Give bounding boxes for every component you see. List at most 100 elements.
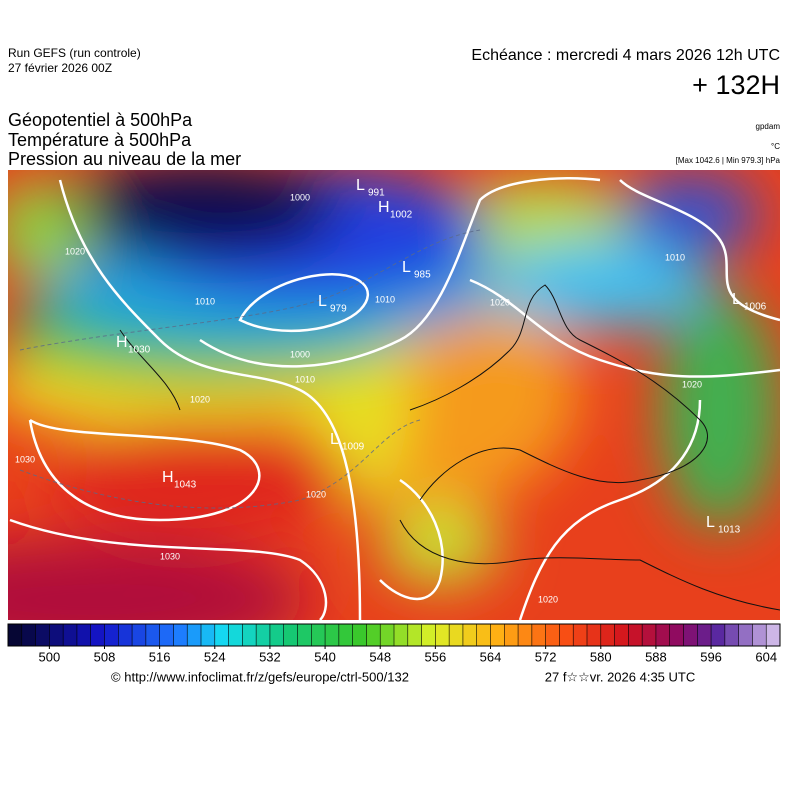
colorbar-label: 556 [425,649,447,664]
colorbar-swatch [600,624,615,646]
colorbar-swatch [256,624,271,646]
colorbar-swatch [325,624,340,646]
center-letter: L [330,431,339,448]
colorbar-swatch [628,624,643,646]
center-value: 991 [368,188,385,199]
colorbar-swatch [269,624,285,646]
colorbar-swatch [614,624,629,646]
isobar-label: 1010 [375,294,395,304]
isobar-labels: 1020 1000 1010 1000 1010 1020 1030 1030 1020 1010… [15,192,702,604]
colorbar-swatch [76,624,92,646]
colorbar-swatch [669,624,684,646]
center-value: 1006 [744,302,767,313]
colorbar-swatch [297,624,312,646]
center-letter: L [356,177,365,194]
isobar-label: 1020 [538,594,558,604]
colorbar-swatch [118,624,133,646]
colorbar-swatch [104,624,119,646]
forecast-time: Echéance : mercredi 4 mars 2026 12h UTC [471,47,780,64]
colorbar-swatch [380,624,395,646]
colorbar-swatch [724,624,739,646]
center-value: 1013 [718,525,741,536]
colorbar-label: 604 [755,649,777,664]
colorbar-swatch [738,624,753,646]
colorbar-swatch [394,624,409,646]
isobar-label: 1010 [665,252,685,262]
center-letter: H [162,469,174,486]
center-value: 979 [330,304,347,315]
colorbar-swatch [283,624,298,646]
center-letter: L [732,291,741,308]
isobars [9,176,780,620]
colorbar-swatch [752,624,767,646]
isobar-label: 1030 [160,551,180,561]
colorbar-swatch [449,624,464,646]
colorbar-swatch [187,624,202,646]
center-value: 985 [414,270,431,281]
colorbar-label: 532 [259,649,281,664]
isotherms [19,229,481,509]
colorbar-label: 596 [700,649,722,664]
colorbar-swatch [531,624,546,646]
colorbar-swatch [311,624,326,646]
colorbar-swatch [518,624,533,646]
colorbar-swatch [214,624,229,646]
colorbar-swatch [338,624,353,646]
colorbar-swatch [462,624,478,646]
colorbar-swatch [228,624,243,646]
colorbar-swatch [573,624,588,646]
colorbar-swatch [21,624,36,646]
colorbar-swatch [90,624,105,646]
run-date: 27 février 2026 00Z [8,61,112,75]
colorbar-label: 500 [39,649,61,664]
lead-time: + 132H [692,70,780,100]
colorbar-label: 548 [369,649,391,664]
field-name: Pression au niveau de la mer [8,149,241,169]
isobar-label: 1000 [290,349,310,359]
isobar-label: 1020 [65,246,85,256]
colorbar-swatch [407,624,422,646]
colorbar-swatch [476,624,491,646]
colorbar-swatch [642,624,657,646]
colorbar-label: 580 [590,649,612,664]
center-value: 1043 [174,480,197,491]
isobar-label: 1030 [15,454,35,464]
colorbar-swatch [145,624,160,646]
colorbar-swatch [159,624,174,646]
colorbar-swatch [711,624,726,646]
colorbar-swatch [655,624,671,646]
unit: [Max 1042.6 | Min 979.3] hPa [676,156,781,165]
colorbar-label: 524 [204,649,226,664]
colorbar-swatch [63,624,78,646]
center-value: 1030 [128,345,151,356]
center-value: 1002 [390,210,413,221]
source-url: © http://www.infoclimat.fr/z/gefs/europe… [111,669,409,684]
colorbar-swatch [504,624,519,646]
isobar-label: 1010 [195,296,215,306]
colorbar-label: 564 [480,649,502,664]
colorbar-swatch [435,624,450,646]
colorbar-swatch [683,624,698,646]
colorbar-swatch [8,624,23,646]
colorbar-swatch [35,624,50,646]
colorbar-swatch [173,624,188,646]
center-letter: L [706,514,715,531]
field-name: Température à 500hPa [8,130,192,150]
colorbar-swatch [421,624,436,646]
colorbar-label: 508 [94,649,116,664]
isobar-label: 1000 [290,192,310,202]
unit: °C [771,142,780,151]
colorbar-swatch [49,624,64,646]
colorbar-swatch [697,624,712,646]
center-letter: L [402,259,411,276]
center-value: 1009 [342,442,365,453]
colorbar-frame [7,623,781,647]
isobar-label: 1010 [295,374,315,384]
isobar-label: 1020 [682,379,702,389]
colorbar-label: 540 [314,649,336,664]
colorbar-swatch [366,624,381,646]
colorbar-swatch [132,624,147,646]
